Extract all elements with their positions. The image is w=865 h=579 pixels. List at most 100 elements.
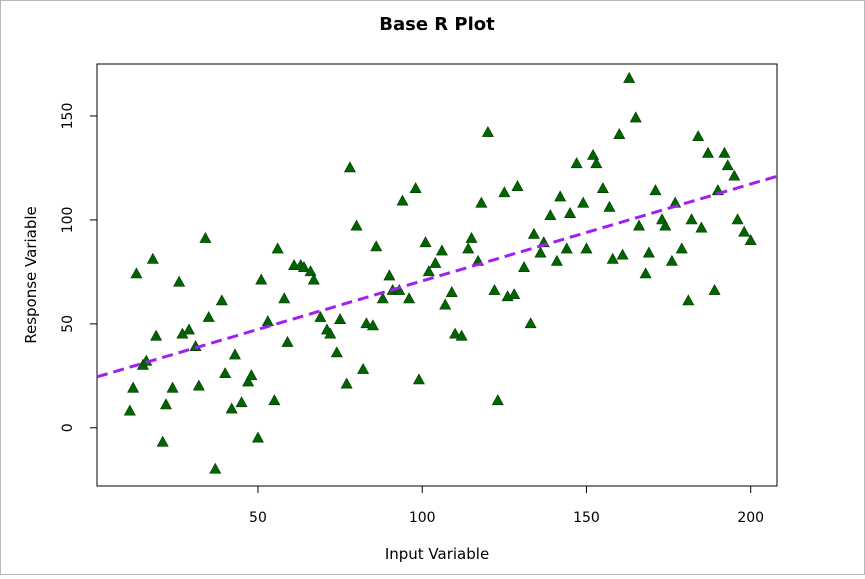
data-point <box>314 310 327 322</box>
data-point <box>297 261 310 273</box>
data-point <box>455 329 468 341</box>
data-point <box>156 435 169 447</box>
data-point <box>123 404 136 416</box>
data-point <box>692 130 705 142</box>
data-point <box>659 219 672 231</box>
data-point <box>508 288 521 300</box>
data-point <box>439 298 452 310</box>
data-point <box>202 310 215 322</box>
data-point <box>603 200 616 212</box>
data-point <box>209 462 222 474</box>
data-point <box>307 273 320 285</box>
data-point <box>511 180 524 191</box>
data-point <box>587 148 600 160</box>
x-tick-label: 200 <box>737 510 764 526</box>
data-point <box>560 242 573 254</box>
x-axis: 50 100 150 200 <box>249 486 764 526</box>
data-point <box>419 236 432 248</box>
data-point <box>629 111 642 123</box>
data-point <box>544 209 557 221</box>
data-point <box>596 182 609 194</box>
x-tick-label: 50 <box>249 510 267 526</box>
data-point <box>383 269 396 281</box>
data-point <box>577 196 590 208</box>
chart-title: Base R Plot <box>379 14 495 35</box>
data-point <box>215 294 228 306</box>
data-point <box>475 196 488 208</box>
data-point <box>150 329 163 341</box>
data-point <box>465 231 478 243</box>
data-point <box>564 207 577 218</box>
data-point <box>278 292 291 304</box>
data-point <box>159 398 172 410</box>
data-point <box>527 227 540 239</box>
x-axis-label: Input Variable <box>385 545 489 563</box>
data-point <box>360 317 373 329</box>
data-point <box>245 369 258 381</box>
data-point <box>721 159 734 171</box>
data-point <box>357 362 370 374</box>
data-point <box>606 252 619 264</box>
data-point <box>435 244 448 256</box>
data-point <box>255 273 268 285</box>
data-point <box>330 346 343 358</box>
data-point <box>409 182 422 194</box>
data-point <box>728 169 741 181</box>
data-point <box>449 327 462 339</box>
plot-box <box>96 63 778 487</box>
data-point <box>192 379 205 391</box>
data-point <box>228 348 241 360</box>
data-point <box>182 323 195 335</box>
data-point <box>708 283 721 295</box>
data-point <box>744 234 757 245</box>
data-point <box>166 381 179 393</box>
data-point <box>445 286 458 297</box>
data-point <box>695 221 708 233</box>
data-point <box>498 186 511 198</box>
data-point <box>616 248 629 260</box>
data-point <box>340 377 353 389</box>
data-point <box>524 317 537 329</box>
data-point <box>702 146 715 158</box>
data-point <box>376 292 389 304</box>
data-point <box>491 394 504 406</box>
data-point <box>127 381 140 393</box>
data-points <box>123 71 757 474</box>
data-point <box>613 128 626 139</box>
y-tick-label: 100 <box>60 207 76 234</box>
data-point <box>682 294 695 306</box>
x-tick-label: 150 <box>573 510 600 526</box>
data-point <box>146 252 159 264</box>
regression-line <box>96 174 778 379</box>
data-point <box>403 292 416 304</box>
data-point <box>251 431 264 443</box>
data-point <box>570 157 583 169</box>
data-point <box>685 213 698 225</box>
data-point <box>642 246 655 258</box>
data-point <box>488 283 501 295</box>
data-point <box>481 125 494 137</box>
data-point <box>199 231 212 243</box>
data-point <box>429 256 442 268</box>
data-point <box>281 335 294 347</box>
data-point <box>271 242 284 254</box>
data-point <box>580 242 593 254</box>
data-point <box>130 267 143 279</box>
data-point <box>665 254 678 266</box>
data-point <box>261 315 274 327</box>
data-point <box>396 194 409 206</box>
data-point <box>731 213 744 225</box>
x-tick-label: 100 <box>409 510 436 526</box>
data-point <box>633 219 646 231</box>
data-point <box>738 225 751 237</box>
data-point <box>173 275 186 287</box>
y-axis: 0 50 100 150 <box>60 103 97 432</box>
data-point <box>235 396 248 408</box>
data-point <box>649 184 662 196</box>
data-point <box>334 313 347 324</box>
data-point <box>370 240 383 252</box>
data-point <box>422 265 435 277</box>
data-point <box>304 265 317 277</box>
data-point <box>554 190 567 202</box>
